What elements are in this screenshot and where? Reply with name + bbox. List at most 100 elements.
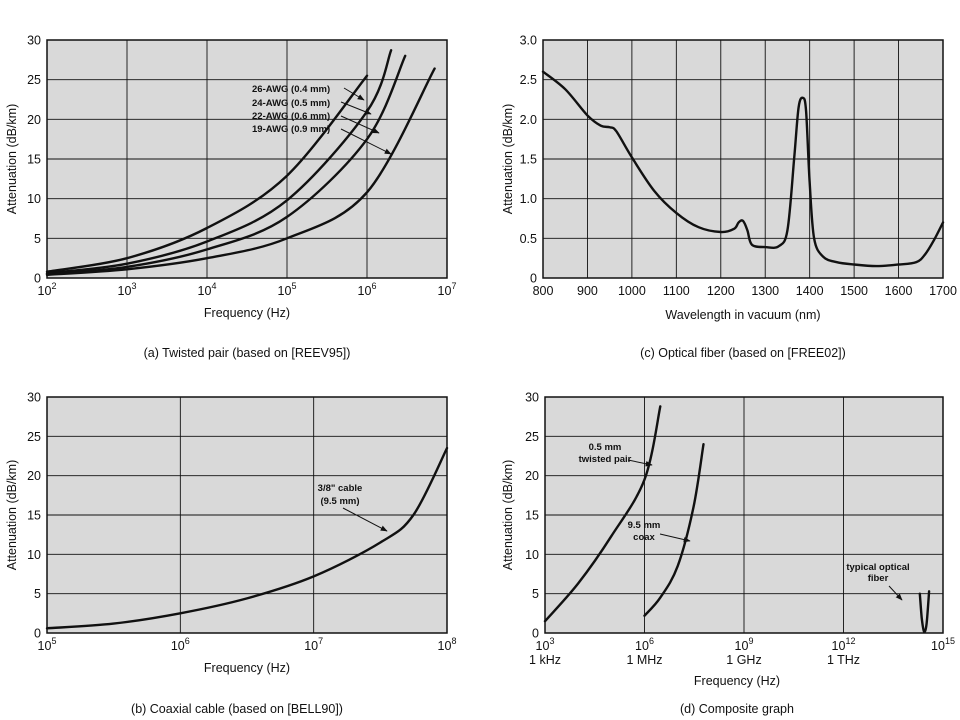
panel-a-y-tick-label: 5 bbox=[34, 232, 41, 246]
panel-a-arrow-24awg bbox=[340, 101, 372, 115]
panel-d-x-tick-label: 1015 bbox=[931, 636, 955, 653]
panel-a-annotation-26awg: 26-AWG (0.4 mm) bbox=[252, 84, 330, 95]
panel-c-y-tick-label: 0 bbox=[530, 272, 537, 286]
panel-b-y-ticks: 0 5 10 15 20 25 30 bbox=[27, 391, 41, 641]
panel-d-x-tick-sublabel: 1 kHz bbox=[529, 653, 561, 667]
panel-d-y-tick-label: 30 bbox=[525, 391, 539, 405]
panel-c-x-ticks: 800 900 1000 1100 1200 1300 1400 1500 1600 1700 bbox=[533, 284, 957, 298]
panel-c-x-tick-label: 1400 bbox=[796, 284, 824, 298]
panel-a-y-axis-label: Attenuation (dB/km) bbox=[5, 104, 19, 214]
panel-c-x-tick-label: 1500 bbox=[840, 284, 868, 298]
panel-b-caption: (b) Coaxial cable (based on [BELL90]) bbox=[131, 702, 343, 716]
panel-d-curves bbox=[543, 405, 931, 634]
panel-c-x-axis-label: Wavelength in vacuum (nm) bbox=[665, 308, 820, 322]
panel-a-x-axis-label: Frequency (Hz) bbox=[204, 306, 290, 320]
panel-a-series-1-line bbox=[45, 74, 369, 273]
panel-b-annotation-line2: (9.5 mm) bbox=[320, 496, 359, 507]
panel-b-x-tick-label: 108 bbox=[438, 636, 457, 653]
panel-c-caption: (c) Optical fiber (based on [FREE02]) bbox=[640, 346, 846, 360]
panel-b-annotation-line1: 3/8" cable bbox=[318, 483, 363, 494]
panel-c-y-tick-label: 0.5 bbox=[520, 232, 537, 246]
panel-d-y-tick-label: 0 bbox=[532, 627, 539, 641]
panel-a-y-tick-label: 20 bbox=[27, 113, 41, 127]
panel-b: 105 106 107 108 0 5 10 15 20 25 30 Frequency (Hz)… bbox=[5, 391, 456, 717]
panel-d-y-tick-label: 15 bbox=[525, 509, 539, 523]
panel-a-annotation-24awg: 24-AWG (0.5 mm) bbox=[252, 98, 330, 109]
panel-d-annotation-twisted-line1: 0.5 mm bbox=[589, 442, 622, 453]
panel-a-y-ticks: 0 5 10 15 20 25 30 bbox=[27, 34, 41, 286]
panel-a-y-tick-label: 10 bbox=[27, 192, 41, 206]
panel-b-grid bbox=[47, 397, 447, 633]
panel-d-y-tick-label: 5 bbox=[532, 587, 539, 601]
panel-a-y-tick-label: 15 bbox=[27, 153, 41, 167]
panel-d-x-tick-sublabel: 1 MHz bbox=[626, 653, 662, 667]
panel-a-y-tick-label: 30 bbox=[27, 34, 41, 48]
panel-d-annotation-fiber-line1: typical optical bbox=[846, 562, 909, 573]
panel-c-y-tick-label: 2.5 bbox=[520, 73, 537, 87]
panel-a-x-tick-label: 103 bbox=[118, 281, 137, 298]
panel-d-series-2-line bbox=[643, 443, 705, 617]
panel-d-arrow-fiber bbox=[888, 585, 903, 601]
panel-a-x-tick-label: 106 bbox=[358, 281, 377, 298]
panel-c-x-tick-label: 1200 bbox=[707, 284, 735, 298]
panel-b-x-axis-label: Frequency (Hz) bbox=[204, 661, 290, 675]
panel-d-x-tick-label: 1012 bbox=[832, 636, 856, 653]
panel-b-y-tick-label: 20 bbox=[27, 469, 41, 483]
panel-a-annotation-22awg: 22-AWG (0.6 mm) bbox=[252, 111, 330, 122]
panel-c: 800 900 1000 1100 1200 1300 1400 1500 1600 1700 0… bbox=[501, 34, 957, 361]
panel-c-y-axis-label: Attenuation (dB/km) bbox=[501, 104, 515, 214]
panel-a: 102 103 104 105 106 107 0 5 10 15 20 25 30 Frequenc… bbox=[5, 34, 456, 361]
panel-c-curves bbox=[541, 70, 945, 268]
panel-c-x-tick-label: 1100 bbox=[663, 284, 690, 298]
panel-d-y-tick-label: 20 bbox=[525, 469, 539, 483]
panel-d-series-3-line bbox=[918, 590, 931, 634]
panel-b-y-tick-label: 10 bbox=[27, 548, 41, 562]
panel-b-x-ticks: 105 106 107 108 bbox=[38, 636, 457, 653]
panel-d-annotation-coax-line1: 9.5 mm bbox=[628, 520, 661, 531]
panel-b-y-tick-label: 15 bbox=[27, 509, 41, 523]
panel-c-x-tick-label: 900 bbox=[577, 284, 598, 298]
panel-d-x-axis-label: Frequency (Hz) bbox=[694, 674, 780, 688]
panel-b-curves bbox=[45, 446, 449, 630]
panel-c-x-tick-label: 1300 bbox=[751, 284, 779, 298]
panel-d-grid bbox=[545, 397, 943, 633]
panel-d-y-ticks: 0 5 10 15 20 25 30 bbox=[525, 391, 539, 641]
panel-c-x-tick-label: 800 bbox=[533, 284, 554, 298]
panel-a-x-tick-label: 104 bbox=[198, 281, 217, 298]
panel-a-y-tick-label: 0 bbox=[34, 272, 41, 286]
panel-c-y-tick-label: 2.0 bbox=[520, 113, 537, 127]
panel-a-series-4-line bbox=[45, 67, 436, 276]
panel-c-x-tick-label: 1700 bbox=[929, 284, 957, 298]
panel-c-y-tick-label: 1.5 bbox=[520, 153, 537, 167]
panel-b-series-1-line bbox=[45, 446, 449, 630]
panel-b-x-tick-label: 105 bbox=[38, 636, 57, 653]
panel-d-x-tick-label: 106 bbox=[635, 636, 654, 653]
panel-a-annotation-19awg: 19-AWG (0.9 mm) bbox=[252, 124, 330, 135]
panel-d-x-tick-label: 103 bbox=[536, 636, 555, 653]
panel-b-y-axis-label: Attenuation (dB/km) bbox=[5, 460, 19, 570]
panel-a-y-tick-label: 25 bbox=[27, 73, 41, 87]
panel-d-x-tick-sublabel: 1 THz bbox=[827, 653, 860, 667]
panel-a-arrow-19awg bbox=[340, 128, 392, 155]
panel-b-x-tick-label: 106 bbox=[171, 636, 190, 653]
panel-c-x-tick-label: 1000 bbox=[618, 284, 646, 298]
panel-d-y-axis-label: Attenuation (dB/km) bbox=[501, 460, 515, 570]
panel-d-caption: (d) Composite graph bbox=[680, 702, 794, 716]
panel-d-x-tick-sublabel: 1 GHz bbox=[726, 653, 761, 667]
panel-a-caption: (a) Twisted pair (based on [REEV95]) bbox=[144, 346, 351, 360]
panel-b-y-tick-label: 5 bbox=[34, 587, 41, 601]
panel-d-arrow-coax bbox=[659, 533, 691, 543]
panel-a-x-ticks: 102 103 104 105 106 107 bbox=[38, 281, 457, 298]
panel-b-x-tick-label: 107 bbox=[304, 636, 323, 653]
panel-d-y-tick-label: 10 bbox=[525, 548, 539, 562]
panel-a-x-tick-label: 107 bbox=[438, 281, 457, 298]
panel-c-y-ticks: 0 0.5 1.0 1.5 2.0 2.5 3.0 bbox=[520, 34, 537, 286]
panel-b-y-tick-label: 30 bbox=[27, 391, 41, 405]
panel-a-grid bbox=[47, 40, 447, 278]
panel-c-grid bbox=[543, 40, 943, 278]
panel-d-series-1-line bbox=[543, 405, 662, 623]
panel-c-x-tick-label: 1600 bbox=[885, 284, 913, 298]
